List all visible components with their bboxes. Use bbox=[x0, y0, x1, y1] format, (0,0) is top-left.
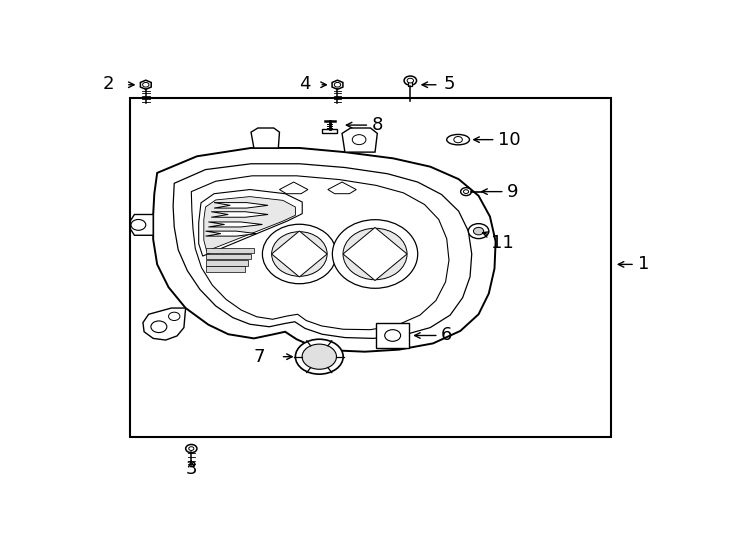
Text: 7: 7 bbox=[254, 348, 265, 366]
Polygon shape bbox=[211, 212, 268, 217]
Polygon shape bbox=[192, 176, 449, 329]
Ellipse shape bbox=[447, 134, 470, 145]
Text: 2: 2 bbox=[103, 75, 115, 92]
Polygon shape bbox=[199, 190, 302, 256]
Polygon shape bbox=[280, 182, 308, 194]
Polygon shape bbox=[173, 164, 472, 339]
Circle shape bbox=[295, 339, 344, 374]
Circle shape bbox=[334, 83, 341, 87]
Circle shape bbox=[302, 344, 336, 369]
Text: 1: 1 bbox=[639, 255, 650, 273]
Bar bbox=[131, 98, 611, 437]
Polygon shape bbox=[272, 231, 327, 277]
Text: 3: 3 bbox=[186, 460, 197, 478]
Circle shape bbox=[385, 329, 401, 341]
Polygon shape bbox=[204, 197, 295, 251]
Polygon shape bbox=[208, 222, 262, 227]
FancyBboxPatch shape bbox=[206, 266, 245, 272]
Circle shape bbox=[407, 78, 413, 83]
Bar bbox=[376, 323, 409, 348]
Circle shape bbox=[131, 219, 146, 230]
Ellipse shape bbox=[262, 224, 336, 284]
Text: 6: 6 bbox=[441, 327, 452, 345]
Polygon shape bbox=[343, 227, 407, 280]
Circle shape bbox=[466, 192, 469, 194]
Text: 11: 11 bbox=[491, 234, 514, 252]
Text: 8: 8 bbox=[371, 116, 383, 134]
Circle shape bbox=[463, 192, 466, 194]
Polygon shape bbox=[153, 148, 495, 352]
Text: 5: 5 bbox=[443, 75, 455, 92]
FancyBboxPatch shape bbox=[206, 254, 251, 259]
Circle shape bbox=[463, 190, 468, 193]
Polygon shape bbox=[131, 214, 153, 235]
Text: 10: 10 bbox=[498, 131, 520, 149]
Circle shape bbox=[463, 189, 466, 192]
Circle shape bbox=[465, 192, 468, 194]
Circle shape bbox=[151, 321, 167, 333]
Circle shape bbox=[142, 83, 149, 87]
Circle shape bbox=[186, 444, 197, 453]
Circle shape bbox=[461, 188, 471, 195]
Circle shape bbox=[473, 227, 484, 235]
Polygon shape bbox=[206, 231, 257, 236]
Circle shape bbox=[466, 189, 469, 192]
Circle shape bbox=[352, 134, 366, 145]
Circle shape bbox=[467, 191, 470, 193]
Text: 4: 4 bbox=[299, 75, 310, 92]
Ellipse shape bbox=[333, 220, 418, 288]
FancyBboxPatch shape bbox=[206, 248, 254, 253]
Polygon shape bbox=[251, 128, 280, 148]
Circle shape bbox=[465, 189, 468, 191]
Polygon shape bbox=[214, 202, 268, 208]
Circle shape bbox=[454, 137, 462, 143]
Ellipse shape bbox=[272, 232, 327, 276]
Text: 9: 9 bbox=[507, 183, 518, 201]
Polygon shape bbox=[328, 182, 356, 194]
Circle shape bbox=[169, 312, 180, 321]
Circle shape bbox=[462, 191, 465, 193]
Polygon shape bbox=[332, 80, 343, 89]
Ellipse shape bbox=[343, 228, 407, 280]
FancyBboxPatch shape bbox=[408, 80, 413, 85]
Circle shape bbox=[189, 447, 194, 450]
Circle shape bbox=[468, 224, 489, 239]
Circle shape bbox=[404, 76, 417, 85]
Polygon shape bbox=[140, 80, 151, 89]
Polygon shape bbox=[342, 128, 377, 152]
Bar bbox=[321, 129, 338, 133]
FancyBboxPatch shape bbox=[206, 260, 248, 266]
Polygon shape bbox=[143, 308, 186, 340]
